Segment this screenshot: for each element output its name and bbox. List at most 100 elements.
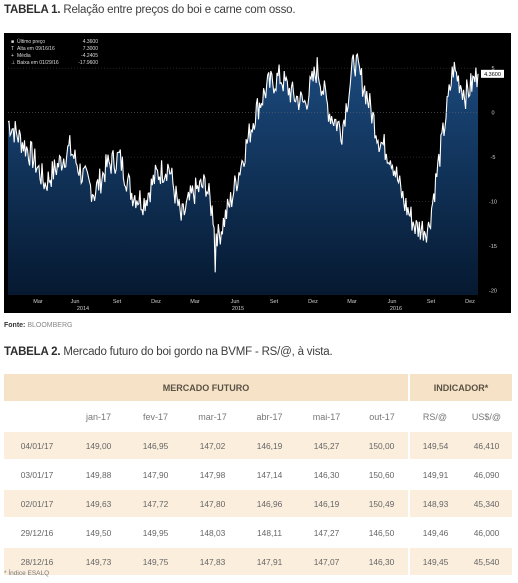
x-tick-label: Dez [465, 299, 475, 305]
y-tick-label: -20 [489, 289, 497, 295]
table-cell: 150,00 [355, 431, 409, 461]
x-tick-label: Set [427, 299, 436, 305]
table-cell: 148,03 [184, 518, 241, 548]
table-cell: 146,30 [298, 460, 355, 490]
table2-title-text: Mercado futuro do boi gordo na BVMF - RS… [63, 346, 333, 358]
table-cell: 149,63 [70, 489, 127, 519]
y-tick-label: 0 [491, 111, 494, 117]
legend-marker: ■ [11, 39, 14, 45]
table-row: 03/01/17 149,88 147,90 147,98 147,14 146… [4, 460, 513, 490]
table-row: 04/01/17 149,00 146,95 147,02 146,19 145… [4, 431, 513, 461]
legend-marker: + [11, 53, 14, 59]
table-group-header: MERCADO FUTURO INDICADOR* [4, 374, 513, 403]
table-cell: 45,340 [461, 489, 513, 519]
x-tick-label: Mar [190, 299, 200, 305]
table-row: 02/01/17 149,63 147,72 147,80 146,96 146… [4, 489, 513, 519]
group-mercado-futuro: MERCADO FUTURO [4, 374, 410, 403]
table-cell: 147,72 [127, 489, 184, 519]
x-tick-label: Jun [71, 299, 80, 305]
futures-table: MERCADO FUTURO INDICADOR* jan-17 fev-17 … [4, 374, 513, 577]
table-cell: 148,93 [408, 489, 461, 519]
column-header-date [4, 402, 70, 432]
x-tick-label: Jun [231, 299, 240, 305]
x-year-label: 2014 [77, 306, 89, 312]
table-cell: 149,73 [70, 547, 127, 577]
column-header: out-17 [355, 402, 409, 432]
x-tick-label: Mar [347, 299, 357, 305]
table-cell: 46,410 [461, 431, 513, 461]
column-header: jan-17 [70, 402, 127, 432]
last-value-box [481, 69, 504, 78]
column-header: mar-17 [184, 402, 241, 432]
table-cell: 46,000 [461, 518, 513, 548]
table-cell: 146,19 [298, 489, 355, 519]
table-cell: 146,30 [355, 547, 409, 577]
table-cell: 149,00 [70, 431, 127, 461]
legend-marker: T [11, 46, 14, 52]
table-cell: 145,27 [298, 431, 355, 461]
table-cell: 147,02 [184, 431, 241, 461]
table-cell: 148,11 [241, 518, 298, 548]
table2-title: TABELA 2. Mercado futuro do boi gordo na… [4, 346, 333, 358]
footnote: * Índice ESALQ [4, 570, 50, 577]
table1-title-bold: TABELA 1. [4, 4, 61, 16]
legend-value: -17.9600 [78, 60, 98, 66]
table-cell: 147,14 [241, 460, 298, 490]
table1-title: TABELA 1. Relação entre preços do boi e … [4, 4, 296, 16]
table-cell: 147,98 [184, 460, 241, 490]
table-row: 29/12/16 149,50 149,95 148,03 148,11 147… [4, 518, 513, 548]
y-tick-label: -15 [489, 244, 497, 250]
row-date: 03/01/17 [4, 460, 70, 490]
table-cell: 147,90 [127, 460, 184, 490]
table2-title-bold: TABELA 2. [4, 346, 61, 358]
x-tick-label: Dez [308, 299, 318, 305]
source-value: BLOOMBERG [27, 322, 73, 329]
table-cell: 45,540 [461, 547, 513, 577]
row-date: 28/12/16 [4, 547, 70, 577]
column-header: fev-17 [127, 402, 184, 432]
table-cell: 147,91 [241, 547, 298, 577]
legend-label: Alta em 09/16/16 [17, 46, 55, 52]
row-date: 04/01/17 [4, 431, 70, 461]
table-cell: 147,07 [298, 547, 355, 577]
table-cell: 149,95 [127, 518, 184, 548]
table-cell: 149,46 [408, 518, 461, 548]
price-ratio-chart: 5 0 -5 -10 -15 -20 4.3600 Mar Jun Set Dez Mar Jun Set… [4, 33, 511, 313]
table-column-header: jan-17 fev-17 mar-17 abr-17 mai-17 out-1… [4, 402, 513, 432]
table-cell: 146,50 [355, 518, 409, 548]
chart-source: Fonte: BLOOMBERG [4, 322, 72, 329]
x-tick-label: Set [113, 299, 122, 305]
table-row: 28/12/16 149,73 149,75 147,83 147,91 147… [4, 547, 513, 577]
series-area [8, 54, 478, 295]
column-header: US$/@ [461, 402, 513, 432]
x-tick-label: Set [270, 299, 279, 305]
group-indicador: INDICADOR* [409, 374, 513, 403]
table-cell: 147,80 [184, 489, 241, 519]
table-cell: 150,49 [355, 489, 409, 519]
row-date: 02/01/17 [4, 489, 70, 519]
table-cell: 149,75 [127, 547, 184, 577]
column-header: RS/@ [409, 402, 461, 432]
legend-label: Média [17, 53, 31, 59]
chart-svg: 5 0 -5 -10 -15 -20 4.3600 Mar Jun Set Dez Mar Jun Set… [7, 37, 504, 312]
column-header: mai-17 [298, 402, 355, 432]
legend-label: Último preço [17, 38, 45, 45]
series-line [7, 52, 479, 273]
legend-value: -4.2405 [81, 53, 98, 59]
last-value-label: 4.3600 [484, 72, 501, 78]
y-tick-label: -10 [489, 200, 497, 206]
legend-value: 4.3600 [83, 39, 99, 45]
x-year-label: 2016 [390, 306, 402, 312]
legend-box [9, 37, 101, 67]
table-cell: 149,88 [70, 460, 127, 490]
table-cell: 149,54 [408, 431, 461, 461]
legend-value: 7.3000 [83, 46, 99, 52]
column-header: abr-17 [241, 402, 298, 432]
x-tick-label: Mar [33, 299, 43, 305]
table-cell: 146,95 [127, 431, 184, 461]
source-label: Fonte: [4, 322, 26, 329]
table-cell: 147,83 [184, 547, 241, 577]
x-tick-label: Jun [388, 299, 397, 305]
table-cell: 149,45 [408, 547, 461, 577]
table-cell: 150,60 [355, 460, 409, 490]
